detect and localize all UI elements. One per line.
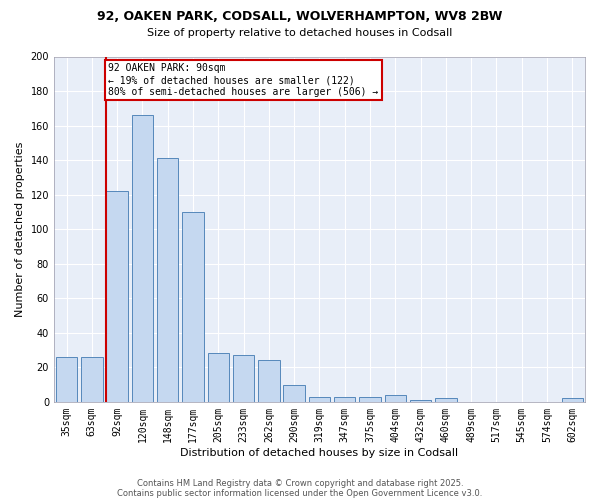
Bar <box>56 357 77 402</box>
Bar <box>131 115 153 402</box>
Bar <box>157 158 178 402</box>
Bar <box>410 400 431 402</box>
Text: Contains public sector information licensed under the Open Government Licence v3: Contains public sector information licen… <box>118 488 482 498</box>
Bar <box>435 398 457 402</box>
Bar <box>562 398 583 402</box>
Bar <box>283 384 305 402</box>
Bar <box>385 395 406 402</box>
Bar <box>258 360 280 402</box>
Bar <box>106 191 128 402</box>
Bar <box>309 396 330 402</box>
Bar <box>208 354 229 402</box>
X-axis label: Distribution of detached houses by size in Codsall: Distribution of detached houses by size … <box>181 448 458 458</box>
Text: Size of property relative to detached houses in Codsall: Size of property relative to detached ho… <box>148 28 452 38</box>
Y-axis label: Number of detached properties: Number of detached properties <box>15 142 25 317</box>
Bar <box>334 396 355 402</box>
Text: Contains HM Land Registry data © Crown copyright and database right 2025.: Contains HM Land Registry data © Crown c… <box>137 478 463 488</box>
Bar <box>233 355 254 402</box>
Bar <box>182 212 204 402</box>
Bar <box>359 396 381 402</box>
Text: 92 OAKEN PARK: 90sqm
← 19% of detached houses are smaller (122)
80% of semi-deta: 92 OAKEN PARK: 90sqm ← 19% of detached h… <box>109 64 379 96</box>
Bar <box>81 357 103 402</box>
Text: 92, OAKEN PARK, CODSALL, WOLVERHAMPTON, WV8 2BW: 92, OAKEN PARK, CODSALL, WOLVERHAMPTON, … <box>97 10 503 23</box>
